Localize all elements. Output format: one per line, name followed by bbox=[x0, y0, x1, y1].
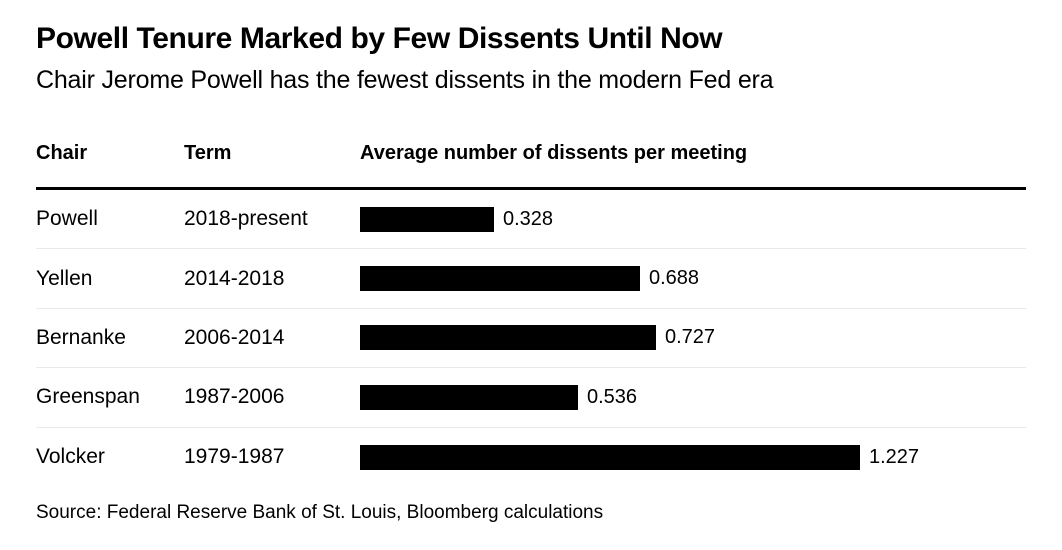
dissent-bar bbox=[360, 384, 578, 410]
bar-value-label: 0.328 bbox=[503, 207, 554, 230]
term-range: 2006-2014 bbox=[184, 325, 285, 349]
bar-cell: 0.727 bbox=[360, 325, 1026, 351]
chair-name: Powell bbox=[36, 207, 98, 231]
chart-subtitle: Chair Jerome Powell has the fewest disse… bbox=[36, 66, 774, 94]
chart-title: Powell Tenure Marked by Few Dissents Unt… bbox=[36, 22, 723, 55]
bar-cell: 0.688 bbox=[360, 266, 1026, 292]
column-header-term: Term bbox=[184, 142, 232, 164]
term-range: 1979-1987 bbox=[184, 445, 285, 469]
bar-value-label: 1.227 bbox=[869, 445, 920, 468]
table-row: Greenspan 1987-2006 0.536 bbox=[36, 368, 1026, 428]
bar-cell: 0.536 bbox=[360, 384, 1026, 410]
dissent-bar bbox=[360, 266, 640, 292]
source-note: Source: Federal Reserve Bank of St. Loui… bbox=[36, 502, 604, 523]
chair-name: Yellen bbox=[36, 266, 93, 290]
table-row: Bernanke 2006-2014 0.727 bbox=[36, 309, 1026, 369]
chair-name: Volcker bbox=[36, 445, 105, 469]
bar-cell: 1.227 bbox=[360, 444, 1026, 470]
bar-value-label: 0.688 bbox=[649, 267, 700, 290]
chair-name: Greenspan bbox=[36, 385, 140, 409]
bar-value-label: 0.536 bbox=[587, 385, 638, 408]
table-rows: Powell 2018-present 0.328 Yellen 2014-20… bbox=[36, 190, 1026, 487]
bar-cell: 0.328 bbox=[360, 206, 1026, 232]
table-row: Powell 2018-present 0.328 bbox=[36, 190, 1026, 250]
table-header-row: Chair Term Average number of dissents pe… bbox=[36, 142, 1026, 165]
column-header-chair: Chair bbox=[36, 142, 88, 164]
dissent-bar bbox=[360, 325, 656, 351]
term-range: 2014-2018 bbox=[184, 266, 285, 290]
header-rule bbox=[36, 187, 1026, 190]
term-range: 2018-present bbox=[184, 207, 308, 231]
table-row: Volcker 1979-1987 1.227 bbox=[36, 428, 1026, 487]
term-range: 1987-2006 bbox=[184, 385, 285, 409]
bar-value-label: 0.727 bbox=[665, 326, 716, 349]
chair-name: Bernanke bbox=[36, 325, 126, 349]
column-header-metric: Average number of dissents per meeting bbox=[360, 142, 748, 164]
table-row: Yellen 2014-2018 0.688 bbox=[36, 249, 1026, 309]
dissent-bar bbox=[360, 206, 494, 232]
dissent-bar bbox=[360, 444, 860, 470]
